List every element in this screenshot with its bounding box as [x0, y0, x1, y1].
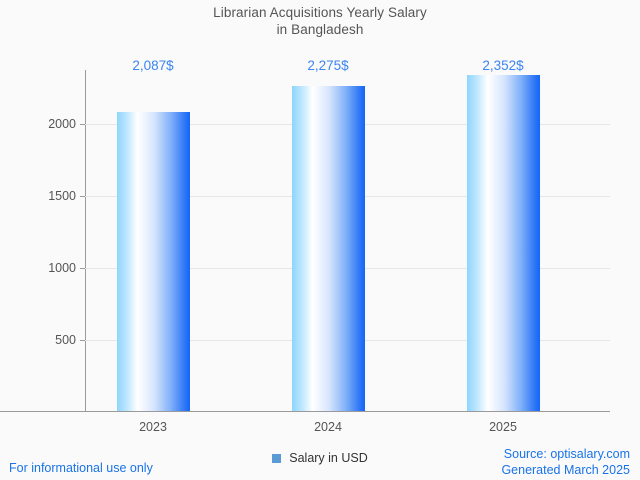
- legend-swatch-icon: [272, 453, 282, 463]
- x-tick-label-2024: 2024: [314, 420, 342, 434]
- bar-2024[interactable]: [292, 86, 365, 411]
- y-tickmark-1000: [80, 268, 85, 269]
- source-block: Source: optisalary.com Generated March 2…: [501, 446, 630, 478]
- y-tick-label-2000: 2000: [48, 117, 76, 131]
- bar-value-label-2025: 2,352$: [482, 58, 524, 73]
- x-tick-label-2023: 2023: [139, 420, 167, 434]
- bar-2025[interactable]: [467, 75, 540, 411]
- chart-title-line-1: Librarian Acquisitions Yearly Salary: [213, 5, 427, 20]
- y-tickmark-500: [80, 340, 85, 341]
- chart-title: Librarian Acquisitions Yearly Salary in …: [0, 4, 640, 38]
- bar-2023[interactable]: [117, 112, 190, 411]
- chart-title-line-2: in Bangladesh: [276, 22, 364, 37]
- y-tick-label-1000: 1000: [48, 261, 76, 275]
- bar-value-label-2023: 2,087$: [132, 58, 174, 73]
- chart-legend: Salary in USD: [0, 451, 640, 465]
- y-tickmark-1500: [80, 196, 85, 197]
- y-tickmark-2000: [80, 124, 85, 125]
- y-axis-line: [85, 70, 86, 412]
- y-tick-label-500: 500: [55, 333, 76, 347]
- y-tick-label-1500: 1500: [48, 189, 76, 203]
- plot-area: 2000 1500 1000 500 2,087$ 2,275$ 2,352$ …: [0, 58, 610, 434]
- source-text: Source: optisalary.com: [503, 447, 630, 461]
- x-tick-label-2025: 2025: [489, 420, 517, 434]
- disclaimer-text: For informational use only: [9, 461, 153, 475]
- generated-text: Generated March 2025: [501, 463, 630, 477]
- legend-item-label: Salary in USD: [289, 451, 368, 465]
- bar-value-label-2024: 2,275$: [307, 58, 349, 73]
- x-axis-line: [0, 411, 610, 412]
